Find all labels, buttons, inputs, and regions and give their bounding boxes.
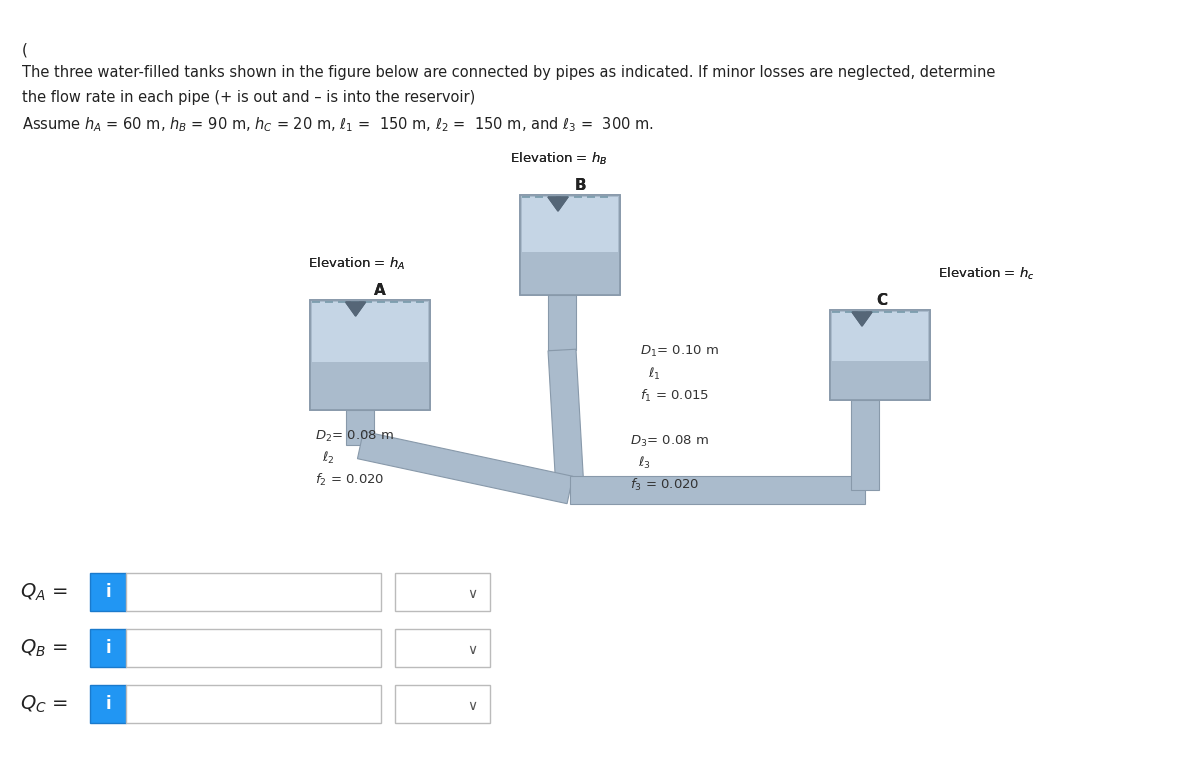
Text: $D_3$= 0.08 m: $D_3$= 0.08 m [630,434,709,449]
Bar [851,400,878,490]
Text: Elevation = $h_A$: Elevation = $h_A$ [308,256,406,272]
Bar [832,312,928,361]
Text: $f_1$ = 0.015: $f_1$ = 0.015 [640,388,709,404]
Bar [832,312,928,361]
Polygon shape [852,312,872,326]
Text: $\ell_1$: $\ell_1$ [648,366,661,382]
Text: Assume $h_A$ = 60 m, $h_B$ = 90 m, $h_C$ = 20 m, $\ell_1$ =  150 m, $\ell_2$ =  : Assume $h_A$ = 60 m, $h_B$ = 90 m, $h_C$… [22,115,654,134]
Text: Elevation = $h_A$: Elevation = $h_A$ [308,256,406,272]
Bar [570,476,865,504]
Text: $Q_A$ =: $Q_A$ = [20,581,68,603]
Text: B: B [574,178,586,193]
Text: i: i [106,639,110,657]
Bar [830,310,930,400]
Text: $Q_B$ =: $Q_B$ = [20,637,68,659]
Text: A: A [373,283,385,298]
Text: $f_3$ = 0.020: $f_3$ = 0.020 [630,477,700,493]
Polygon shape [358,432,572,504]
Bar [126,573,382,611]
Bar [90,573,126,611]
Text: Elevation = $h_B$: Elevation = $h_B$ [510,151,607,167]
Bar [126,629,382,667]
Polygon shape [346,302,366,316]
Text: The three water-filled tanks shown in the figure below are connected by pipes as: The three water-filled tanks shown in th… [22,65,995,80]
Polygon shape [346,302,366,316]
Bar [395,629,490,667]
Bar [310,300,430,410]
Polygon shape [548,349,584,491]
Bar [347,410,374,445]
Text: C: C [876,293,888,308]
Bar [522,197,618,252]
Text: $f_2$ = 0.020: $f_2$ = 0.020 [314,472,384,488]
Text: $\ell_2$: $\ell_2$ [322,450,335,466]
Text: C: C [876,293,888,308]
Text: $D_1$= 0.10 m: $D_1$= 0.10 m [640,344,719,359]
Bar [830,310,930,400]
Text: the flow rate in each pipe (+ is out and – is into the reservoir): the flow rate in each pipe (+ is out and… [22,90,475,105]
Text: Elevation = $h_B$: Elevation = $h_B$ [510,151,607,167]
Bar [395,685,490,723]
Text: ∨: ∨ [467,587,478,601]
Text: (: ( [22,42,28,57]
Bar [548,295,576,350]
Text: $D_2$= 0.08 m: $D_2$= 0.08 m [314,429,395,444]
Bar [312,302,428,362]
Bar [310,300,430,410]
Polygon shape [548,197,568,211]
Text: i: i [106,695,110,713]
Bar [520,195,620,295]
Text: ∨: ∨ [467,643,478,657]
Text: Elevation = $h_c$: Elevation = $h_c$ [938,266,1034,282]
Text: $\ell_3$: $\ell_3$ [638,455,650,471]
Text: i: i [106,583,110,601]
Text: B: B [574,178,586,193]
Bar [90,629,126,667]
Bar [520,195,620,295]
Bar [522,197,618,252]
Polygon shape [852,312,872,326]
Bar [312,302,428,362]
Polygon shape [548,197,568,211]
Bar [395,573,490,611]
Bar [126,685,382,723]
Text: Elevation = $h_c$: Elevation = $h_c$ [938,266,1034,282]
Text: A: A [373,283,385,298]
Text: $Q_C$ =: $Q_C$ = [20,693,68,714]
Text: ∨: ∨ [467,699,478,713]
Bar [90,685,126,723]
